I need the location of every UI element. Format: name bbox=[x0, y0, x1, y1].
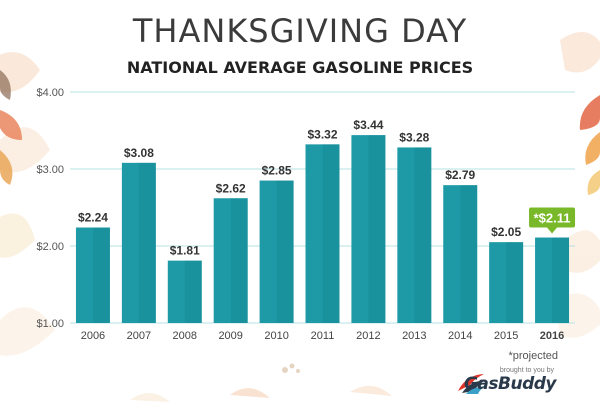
projected-footnote: *projected bbox=[508, 350, 558, 362]
bar-2014 bbox=[443, 185, 478, 323]
highlight-label-pointer bbox=[547, 227, 558, 234]
leaf-accent-left-2 bbox=[0, 150, 13, 185]
data-label-2015: $2.05 bbox=[491, 225, 521, 239]
data-label-2013: $3.28 bbox=[399, 130, 429, 144]
brand-tagline: brought to you by bbox=[499, 367, 554, 374]
bar-shade-2010 bbox=[276, 180, 294, 323]
y-tick-label: $3.00 bbox=[36, 164, 64, 176]
x-tick-label: 2016 bbox=[540, 330, 564, 342]
leaf-accent-left-3 bbox=[0, 70, 11, 100]
leaf-shape-5 bbox=[560, 32, 600, 73]
chart-title: THANKSGIVING DAY bbox=[132, 12, 468, 50]
bar-2012 bbox=[351, 135, 386, 323]
data-label-2009: $2.62 bbox=[216, 181, 246, 195]
bar-shade-2007 bbox=[138, 162, 156, 323]
chart-subtitle: NATIONAL AVERAGE GASOLINE PRICES bbox=[126, 58, 474, 77]
x-tick-label: 2011 bbox=[311, 330, 335, 342]
data-label-2008: $1.81 bbox=[170, 244, 200, 258]
leaf-shape-4 bbox=[0, 307, 55, 356]
bar-shade-2008 bbox=[184, 260, 202, 323]
y-tick-label: $1.00 bbox=[36, 318, 64, 330]
data-label-2007: $3.08 bbox=[124, 146, 154, 160]
x-tick-label: 2009 bbox=[218, 330, 242, 342]
bars bbox=[75, 135, 570, 323]
data-label-2016: *$2.11 bbox=[534, 211, 571, 226]
gasbuddy-logo-icon bbox=[458, 374, 486, 394]
seed-dot bbox=[289, 363, 295, 369]
bar-shade-2012 bbox=[368, 135, 386, 323]
leaf-shape-3 bbox=[0, 213, 35, 258]
bar-2010 bbox=[259, 180, 294, 323]
bar-2011 bbox=[305, 144, 340, 323]
brand-name: GasBuddy bbox=[463, 374, 557, 394]
leaf-shape-1 bbox=[0, 52, 40, 93]
bar-shade-2015 bbox=[506, 242, 524, 323]
bar-shade-2011 bbox=[322, 144, 340, 323]
seed-dot bbox=[282, 367, 288, 373]
x-tick-label: 2013 bbox=[402, 330, 426, 342]
x-tick-label: 2008 bbox=[173, 330, 197, 342]
x-tick-label: 2015 bbox=[494, 330, 518, 342]
leaf-accent-left-1 bbox=[0, 110, 22, 140]
bar-2008 bbox=[167, 260, 202, 323]
x-tick-label: 2014 bbox=[448, 330, 472, 342]
data-label-2011: $3.32 bbox=[307, 127, 337, 141]
bar-shade-2006 bbox=[92, 227, 110, 323]
data-label-2006: $2.24 bbox=[78, 211, 108, 225]
bar-2013 bbox=[397, 147, 432, 323]
data-label-2012: $3.44 bbox=[353, 118, 383, 132]
data-label-2010: $2.85 bbox=[262, 164, 292, 178]
leaf-accent-right-3 bbox=[587, 170, 600, 195]
seed-dot bbox=[296, 369, 300, 373]
y-axis: $1.00 $2.00 $3.00 $4.00 bbox=[36, 87, 64, 330]
bar-shade-2013 bbox=[414, 147, 432, 323]
bar-shade-2014 bbox=[460, 185, 478, 323]
x-tick-label: 2012 bbox=[356, 330, 380, 342]
data-label-2014: $2.79 bbox=[445, 168, 475, 182]
bar-2016 bbox=[535, 237, 570, 323]
x-tick-label: 2007 bbox=[127, 330, 151, 342]
leaf-shape-bottom-2 bbox=[350, 385, 392, 396]
bar-2007 bbox=[121, 162, 156, 323]
bar-2006 bbox=[75, 227, 110, 323]
x-tick-label: 2010 bbox=[264, 330, 288, 342]
leaf-accent-right-1 bbox=[579, 95, 600, 130]
highlight-label-bg bbox=[529, 207, 576, 228]
y-tick-label: $4.00 bbox=[36, 87, 64, 99]
x-tick-label: 2006 bbox=[81, 330, 105, 342]
bar-shade-2009 bbox=[230, 198, 248, 323]
bar-2015 bbox=[489, 242, 524, 323]
bar-2009 bbox=[213, 198, 248, 323]
leaf-shape-6 bbox=[565, 230, 600, 273]
bar-shade-2016 bbox=[552, 237, 570, 323]
x-axis: 2006 2007 2008 2009 2010 2011 2012 2013 2014 2015… bbox=[81, 330, 565, 342]
y-tick-label: $2.00 bbox=[36, 241, 64, 253]
leaf-shape-bottom-3 bbox=[130, 392, 170, 402]
leaf-shape-bottom-1 bbox=[230, 388, 270, 398]
leaf-accent-right-2 bbox=[585, 132, 600, 165]
data-labels: $2.24 $3.08 $1.81 $2.62 $2.85 $3.32 $3.44 $3.28… bbox=[78, 118, 576, 258]
